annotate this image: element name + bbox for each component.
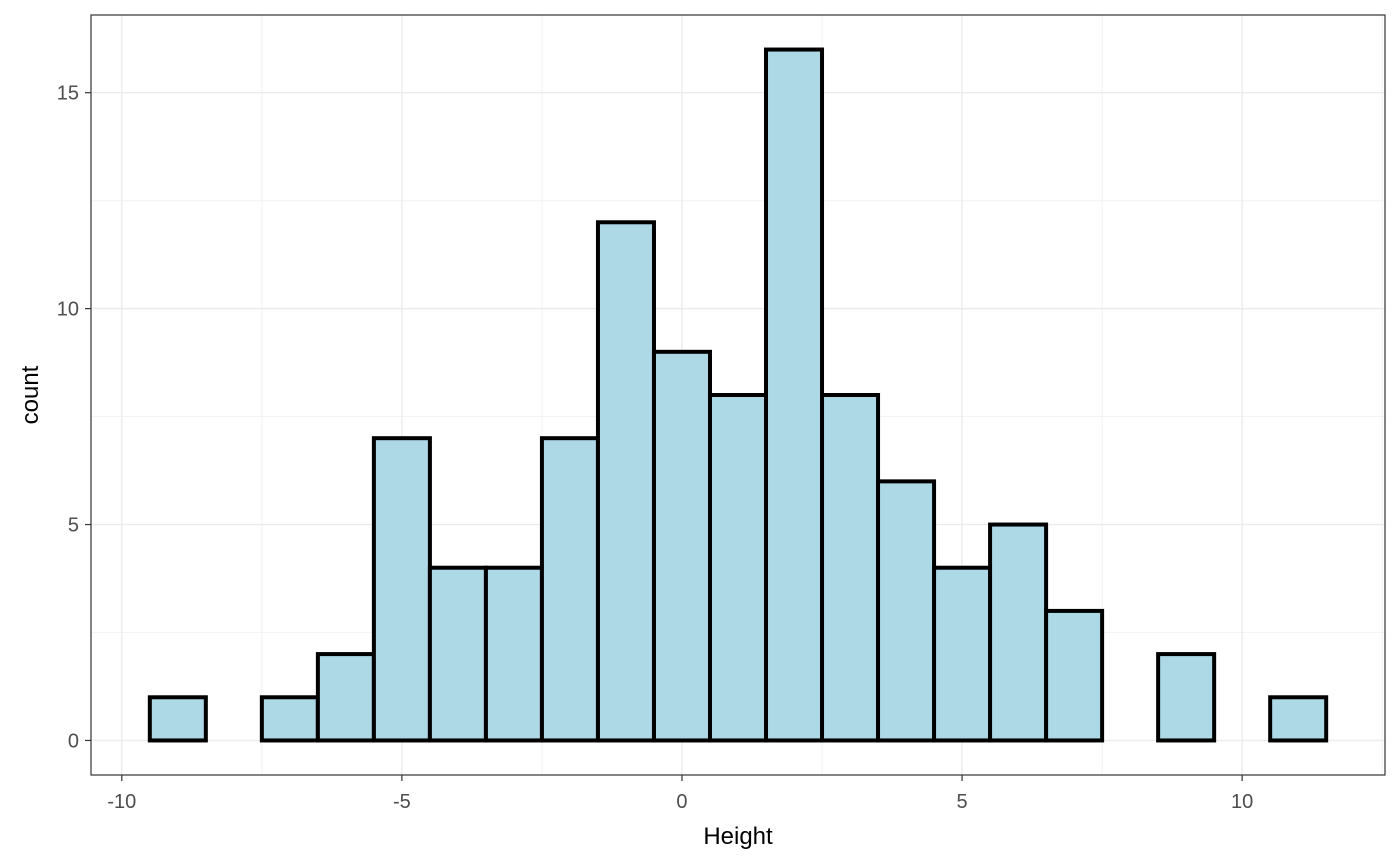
histogram-bar: [820, 393, 881, 743]
histogram-bar: [1156, 652, 1217, 743]
histogram-bar: [147, 695, 208, 743]
y-tick-label: 5: [68, 515, 79, 537]
histogram-bar: [876, 479, 937, 743]
histogram-bar: [595, 220, 656, 743]
y-axis-title: count: [17, 365, 44, 424]
histogram-bars: [147, 47, 1329, 743]
y-tick-label: 0: [68, 730, 79, 752]
histogram-bar: [932, 565, 993, 743]
histogram-bar: [427, 565, 488, 743]
histogram-bar: [764, 47, 825, 743]
x-axis-title: Height: [703, 823, 773, 850]
y-tick-label: 15: [57, 83, 79, 105]
x-tick-label: -10: [107, 791, 136, 813]
histogram-bar: [1268, 695, 1329, 743]
histogram-bar: [371, 436, 432, 743]
panel-border: [90, 14, 1386, 776]
histogram-bar: [651, 349, 712, 743]
x-tick-label: 0: [676, 791, 687, 813]
histogram-bar: [539, 436, 600, 743]
histogram-bar: [707, 393, 769, 743]
histogram-bar: [988, 522, 1049, 743]
histogram-bar: [315, 652, 376, 743]
y-axis: 0 5 10 15: [57, 83, 91, 752]
histogram-bar: [483, 565, 544, 743]
y-tick-label: 10: [57, 299, 79, 321]
histogram-bar: [259, 695, 320, 743]
x-tick-label: 5: [957, 791, 968, 813]
x-tick-label: 10: [1231, 791, 1253, 813]
x-axis: -10 -5 0 5 10: [107, 775, 1253, 813]
histogram-bar: [1044, 608, 1105, 743]
x-tick-label: -5: [393, 791, 411, 813]
